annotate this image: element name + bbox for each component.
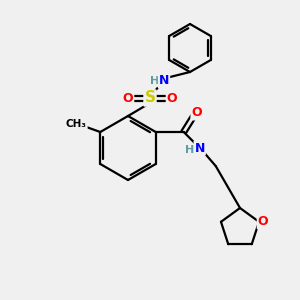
Text: S: S [145, 91, 155, 106]
Text: H: H [185, 145, 194, 155]
Text: O: O [191, 106, 202, 119]
Text: O: O [123, 92, 133, 104]
Text: O: O [167, 92, 177, 104]
Text: CH₃: CH₃ [66, 119, 87, 129]
Text: N: N [159, 74, 169, 88]
Text: O: O [258, 215, 268, 228]
Text: N: N [194, 142, 205, 154]
Text: H: H [150, 76, 160, 86]
